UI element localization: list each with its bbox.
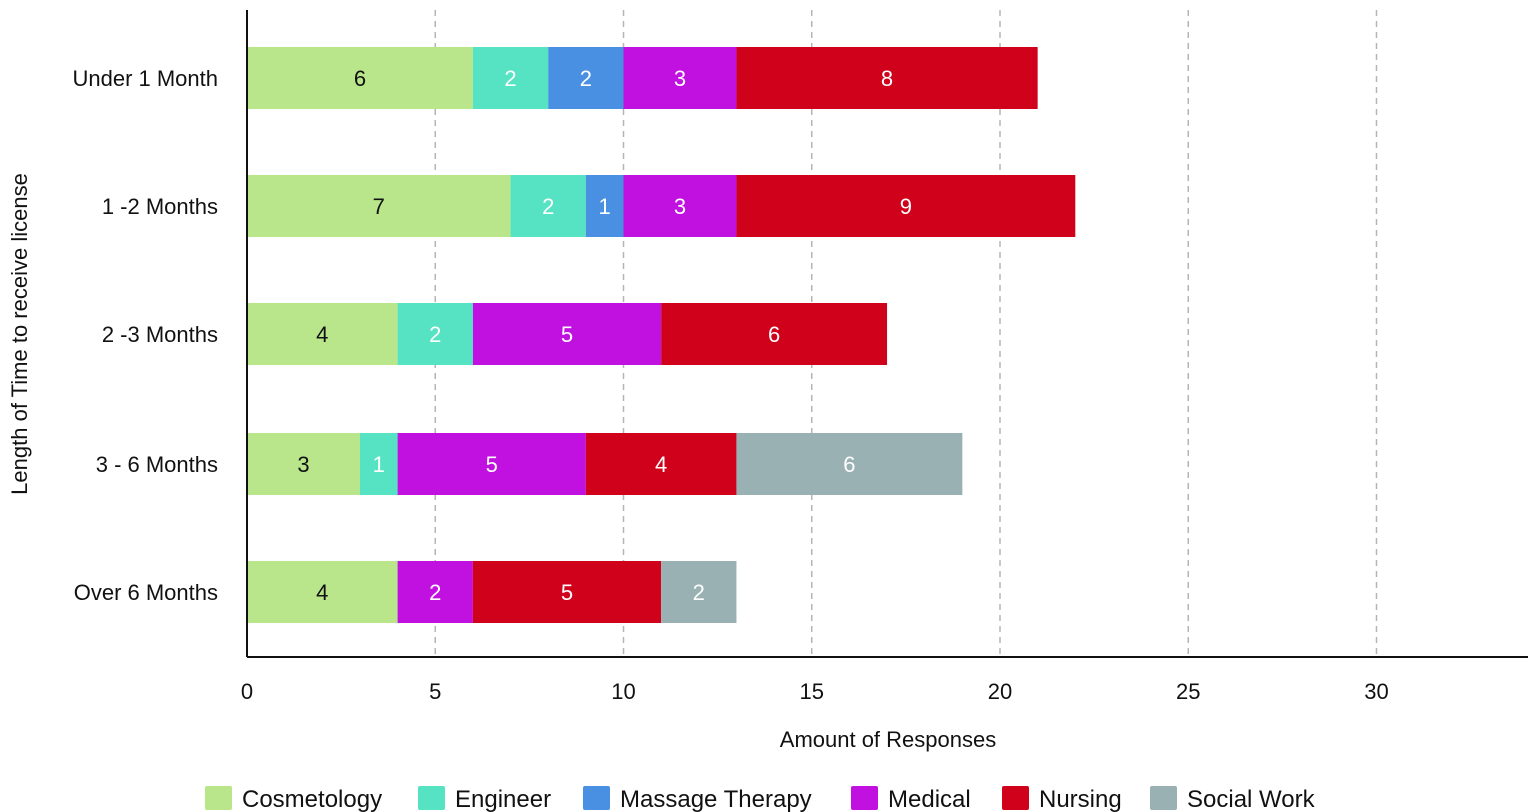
- bar-segment: [736, 47, 1038, 109]
- y-tick-label: 2 -3 Months: [102, 322, 218, 347]
- x-tick-label: 25: [1176, 679, 1200, 704]
- bar-segment: [247, 47, 473, 109]
- x-tick-label: 10: [611, 679, 635, 704]
- bar-segment: [661, 561, 737, 623]
- legend-label: Medical: [888, 786, 971, 812]
- axes-layer: [246, 10, 1528, 658]
- bar-segment: [623, 175, 737, 237]
- bar-segment: [472, 561, 662, 623]
- legend-swatch: [851, 786, 878, 810]
- bar-segment: [585, 175, 624, 237]
- y-tick-label: 3 - 6 Months: [96, 452, 218, 477]
- legend-label: Massage Therapy: [620, 786, 812, 812]
- x-tick-label: 20: [988, 679, 1012, 704]
- y-tick-label: Under 1 Month: [72, 66, 218, 91]
- legend-swatch: [205, 786, 232, 810]
- bar-segment: [397, 303, 473, 365]
- legend-swatch: [583, 786, 610, 810]
- legend: Cosmetology Engineer Massage Therapy Medica…: [205, 786, 1316, 812]
- data-label: 2: [542, 194, 554, 219]
- data-label: 7: [373, 194, 385, 219]
- legend-label: Social Work: [1187, 786, 1316, 812]
- data-label: 6: [354, 66, 366, 91]
- data-label: 8: [881, 66, 893, 91]
- bar-segment: [247, 175, 511, 237]
- legend-label: Nursing: [1039, 786, 1122, 812]
- data-label: 2: [429, 580, 441, 605]
- data-label: 6: [843, 452, 855, 477]
- bar-segment: [510, 175, 586, 237]
- data-label: 1: [373, 452, 385, 477]
- x-tick-label: 30: [1364, 679, 1388, 704]
- data-label: 5: [486, 452, 498, 477]
- data-label: 3: [674, 66, 686, 91]
- legend-swatch: [1002, 786, 1029, 810]
- data-label: 2: [504, 66, 516, 91]
- bars-layer: 6 2 2 3 8 7 2 1 3 9 4 2 5 6 3 1 5 4 6 4 2 5 2: [247, 47, 1076, 623]
- legend-label: Engineer: [455, 786, 551, 812]
- y-tick-label: Over 6 Months: [74, 580, 218, 605]
- y-tick-label: 1 -2 Months: [102, 194, 218, 219]
- legend-label: Cosmetology: [242, 786, 382, 812]
- bar-segment: [397, 561, 473, 623]
- bar-segment: [247, 561, 398, 623]
- x-tick-label: 0: [241, 679, 253, 704]
- bar-segment: [585, 433, 737, 495]
- bar-segment: [472, 47, 549, 109]
- data-label: 3: [297, 452, 309, 477]
- bar-segment: [247, 303, 398, 365]
- data-label: 6: [768, 322, 780, 347]
- data-label: 2: [693, 580, 705, 605]
- bar-segment: [661, 303, 888, 365]
- x-axis-title: Amount of Responses: [780, 727, 996, 752]
- data-label: 4: [316, 580, 328, 605]
- data-label: 2: [429, 322, 441, 347]
- bar-segment: [623, 47, 737, 109]
- bar-segment: [247, 433, 360, 495]
- bar-segment: [548, 47, 624, 109]
- data-label: 1: [599, 194, 611, 219]
- legend-swatch: [418, 786, 445, 810]
- bar-segment: [736, 433, 963, 495]
- bar-segment: [736, 175, 1076, 237]
- y-axis-title: Length of Time to receive license: [7, 173, 32, 495]
- bar-segment: [472, 303, 662, 365]
- data-label: 5: [561, 580, 573, 605]
- bar-segment: [359, 433, 398, 495]
- data-label: 4: [316, 322, 328, 347]
- data-label: 3: [674, 194, 686, 219]
- legend-swatch: [1150, 786, 1177, 810]
- data-label: 5: [561, 322, 573, 347]
- data-label: 2: [580, 66, 592, 91]
- data-label: 4: [655, 452, 667, 477]
- data-label: 9: [900, 194, 912, 219]
- x-tick-label: 15: [800, 679, 824, 704]
- bar-segment: [397, 433, 586, 495]
- x-tick-label: 5: [429, 679, 441, 704]
